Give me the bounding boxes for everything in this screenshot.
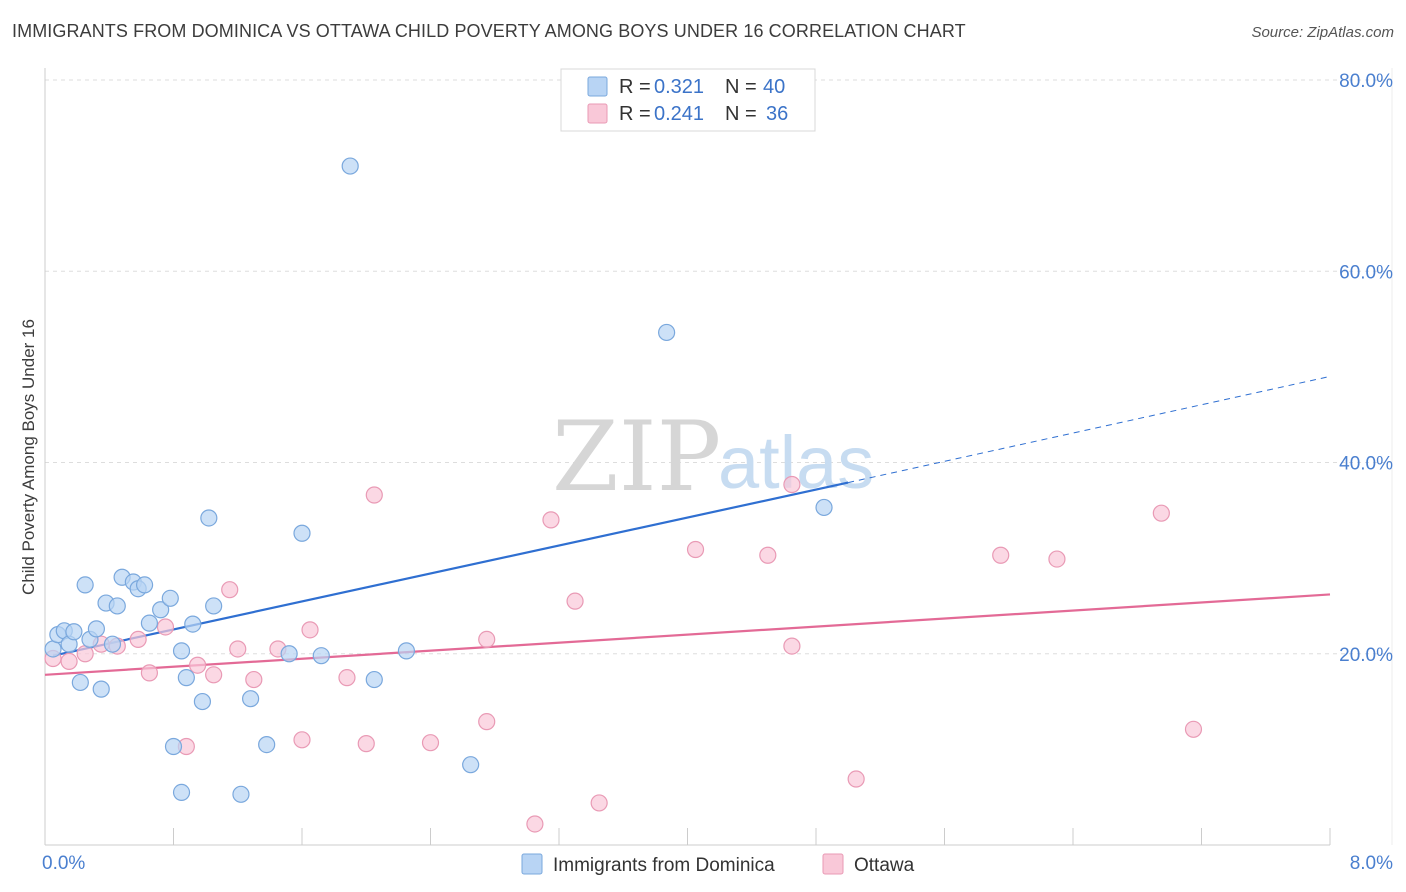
point-dominica (177, 669, 195, 687)
point-ottawa (759, 546, 777, 564)
point-ottawa (129, 630, 147, 649)
point-ottawa (338, 669, 356, 687)
point-dominica (200, 509, 218, 527)
trend-line-ottawa (44, 593, 1331, 676)
point-ottawa (421, 734, 440, 752)
legend-r-label: R = (619, 103, 651, 125)
point-ottawa (188, 656, 207, 674)
point-dominica (140, 614, 159, 632)
y-tick-label: 80.0% (1339, 71, 1393, 92)
y-tick-label: 40.0% (1339, 454, 1393, 475)
point-dominica (135, 576, 154, 594)
point-ottawa (783, 637, 801, 655)
point-ottawa (140, 664, 159, 682)
scatter-points (44, 157, 1203, 833)
legend-r-value: 0.241 (654, 103, 704, 125)
point-ottawa (542, 511, 560, 529)
axes (44, 68, 1393, 846)
point-ottawa (992, 546, 1010, 564)
point-ottawa (245, 670, 263, 689)
point-ottawa (156, 618, 175, 636)
point-dominica (205, 597, 223, 615)
point-ottawa (1184, 720, 1203, 738)
trend-line-dominica-extrapolated (848, 375, 1331, 484)
point-dominica (87, 620, 106, 638)
bottom-legend-label-dominica: Immigrants from Dominica (553, 855, 775, 876)
watermark-zip: ZIP (552, 401, 721, 513)
point-ottawa (76, 645, 94, 663)
point-dominica (103, 635, 122, 653)
point-ottawa (847, 770, 865, 788)
point-ottawa (205, 666, 223, 684)
legend-n-label: N = (725, 76, 757, 98)
legend-n-value: 36 (766, 103, 788, 125)
point-dominica (193, 692, 212, 711)
point-ottawa (365, 486, 383, 504)
point-dominica (280, 645, 298, 663)
legend-r-value: 0.321 (654, 76, 704, 98)
legend-r-label: R = (619, 76, 651, 98)
gridlines (45, 79, 1392, 655)
point-dominica (232, 785, 250, 803)
source-label: Source: ZipAtlas.com (1251, 24, 1394, 41)
point-ottawa (590, 794, 608, 812)
bottom-legend-swatch-blue (521, 853, 543, 875)
legend-swatch-blue (587, 76, 608, 97)
point-ottawa (221, 581, 239, 599)
point-ottawa (566, 592, 584, 610)
point-dominica (76, 576, 94, 594)
y-tick-label: 20.0% (1339, 645, 1393, 666)
y-axis-label: Child Poverty Among Boys Under 16 (19, 319, 38, 595)
legend-swatch-pink (587, 103, 608, 124)
point-dominica (71, 673, 89, 692)
watermark: ZIP atlas (552, 401, 874, 513)
point-dominica (815, 498, 833, 517)
bottom-legend: Immigrants from Dominica Ottawa (521, 853, 915, 876)
point-dominica (172, 642, 191, 660)
point-dominica (462, 756, 480, 774)
point-dominica (658, 323, 676, 342)
legend-n-value: 40 (763, 76, 785, 98)
point-dominica (108, 597, 126, 615)
bottom-legend-swatch-pink (822, 853, 844, 875)
point-dominica (44, 640, 62, 658)
point-dominica (65, 623, 83, 641)
point-dominica (365, 670, 383, 689)
point-dominica (293, 524, 311, 542)
point-dominica (242, 690, 260, 708)
point-ottawa (60, 652, 78, 671)
point-dominica (397, 642, 416, 660)
point-ottawa (301, 621, 319, 639)
point-ottawa (1152, 504, 1170, 522)
point-dominica (92, 680, 110, 698)
y-tick-label: 60.0% (1339, 262, 1393, 283)
x-tick-label: 0.0% (42, 853, 85, 874)
point-ottawa (1048, 550, 1066, 568)
point-dominica (172, 783, 191, 802)
point-dominica (161, 589, 179, 607)
point-dominica (312, 647, 330, 665)
x-tick-label: 8.0% (1350, 853, 1393, 874)
legend-n-label: N = (725, 103, 757, 125)
tick-labels: 20.0% 40.0% 60.0% 80.0% 0.0% 8.0% (42, 71, 1393, 874)
point-dominica (152, 601, 170, 619)
legend: R = 0.321 N = 40 R = 0.241 N = 36 (560, 68, 816, 132)
point-ottawa (357, 735, 375, 753)
point-ottawa (478, 713, 496, 731)
bottom-legend-label-ottawa: Ottawa (854, 855, 915, 876)
point-ottawa (229, 640, 247, 658)
point-ottawa (293, 731, 311, 749)
point-ottawa (478, 630, 496, 649)
point-dominica (184, 615, 202, 633)
point-dominica (341, 157, 359, 175)
point-dominica (258, 735, 276, 754)
point-ottawa (783, 475, 801, 494)
chart-title: IMMIGRANTS FROM DOMINICA VS OTTAWA CHILD… (12, 21, 966, 41)
point-ottawa (686, 540, 705, 559)
point-dominica (164, 737, 183, 756)
point-ottawa (526, 815, 544, 833)
